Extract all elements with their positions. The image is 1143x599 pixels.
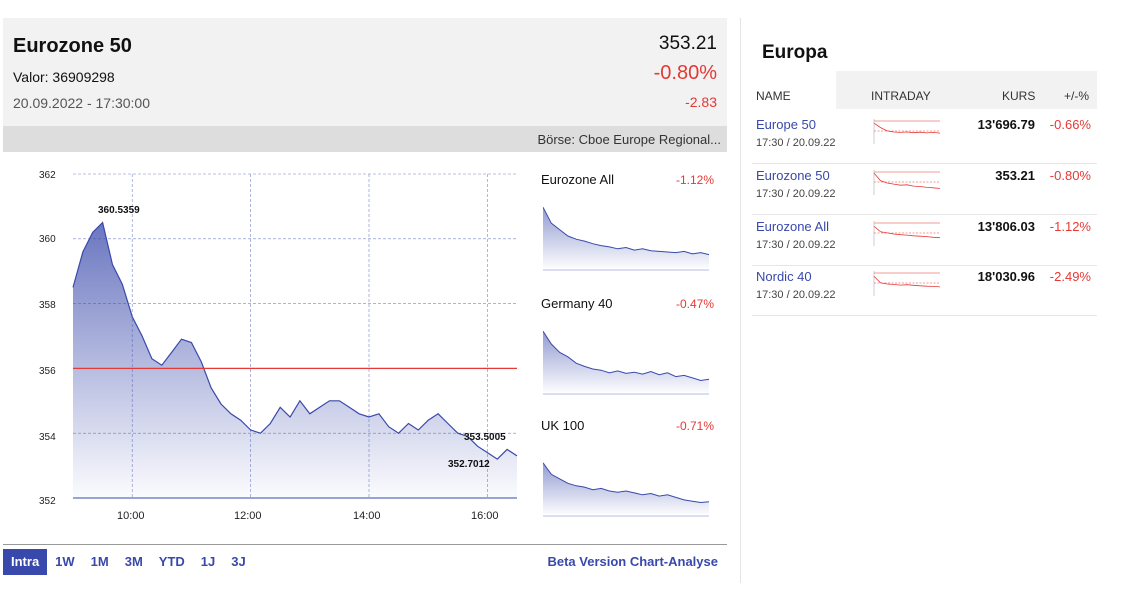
tab-3j[interactable]: 3J xyxy=(231,554,246,569)
mini-sparkline xyxy=(543,330,710,395)
low-value-label: 352.7012 xyxy=(448,459,490,470)
x-tick-label: 12:00 xyxy=(234,510,262,522)
price-line xyxy=(72,221,518,460)
beta-chart-analyse-link[interactable]: Beta Version Chart-Analyse xyxy=(547,554,718,569)
row-time: 17:30 / 20.09.22 xyxy=(756,137,836,149)
tab-1m[interactable]: 1M xyxy=(90,554,109,569)
table-row[interactable]: Eurozone All 17:30 / 20.09.22 13'806.03 … xyxy=(752,215,1097,266)
row-kurs: 13'696.79 xyxy=(977,117,1035,132)
intraday-chart-svg xyxy=(72,173,518,499)
row-pct: -2.49% xyxy=(1049,269,1091,284)
spark-line xyxy=(873,122,941,134)
mini-line xyxy=(543,206,710,256)
y-tick-label: 354 xyxy=(39,432,56,443)
mini-sparkline xyxy=(543,462,710,517)
table-row[interactable]: Europe 50 17:30 / 20.09.22 13'696.79 -0.… xyxy=(752,113,1097,164)
change-absolute: -2.83 xyxy=(685,94,717,110)
close-value-label: 353.5005 xyxy=(464,432,506,443)
mini-chart-pct: -0.71% xyxy=(676,419,715,433)
row-pct: -0.80% xyxy=(1049,168,1091,183)
chart-footer-divider xyxy=(3,544,727,545)
row-name-link[interactable]: Eurozone 50 xyxy=(756,168,830,183)
last-price: 353.21 xyxy=(658,33,717,54)
y-tick-label: 362 xyxy=(39,170,56,181)
y-tick-label: 360 xyxy=(39,234,56,245)
tab-intra[interactable]: Intra xyxy=(3,549,48,575)
column-header-pct: +/-% xyxy=(1064,89,1090,103)
row-sparkline xyxy=(873,271,941,296)
y-tick-label: 356 xyxy=(39,366,56,377)
spark-line xyxy=(873,172,941,189)
column-header-kurs: KURS xyxy=(1002,89,1036,103)
row-time: 17:30 / 20.09.22 xyxy=(756,239,836,251)
row-kurs: 13'806.03 xyxy=(977,219,1035,234)
panel-divider xyxy=(740,18,741,583)
quote-datetime: 20.09.2022 - 17:30:00 xyxy=(13,95,151,111)
row-sparkline xyxy=(873,119,941,144)
column-header-name: NAME xyxy=(756,89,791,103)
tab-3m[interactable]: 3M xyxy=(124,554,143,569)
spark-line xyxy=(873,276,941,288)
table-header: NAME INTRADAY KURS +/-% xyxy=(752,71,1097,109)
table-row[interactable]: Nordic 40 17:30 / 20.09.22 18'030.96 -2.… xyxy=(752,265,1097,316)
mini-area xyxy=(543,331,709,392)
row-pct: -0.66% xyxy=(1049,117,1091,132)
column-header-intraday: INTRADAY xyxy=(871,89,931,103)
mini-chart-title: Germany 40 xyxy=(541,296,613,311)
x-tick-label: 16:00 xyxy=(471,510,499,522)
row-time: 17:30 / 20.09.22 xyxy=(756,188,836,200)
high-value-label: 360.5359 xyxy=(98,205,140,216)
spark-line xyxy=(873,225,941,239)
mini-chart-title: UK 100 xyxy=(541,418,585,433)
row-name-link[interactable]: Europe 50 xyxy=(756,117,816,132)
instrument-title: Eurozone 50 xyxy=(13,35,132,57)
change-percent: -0.80% xyxy=(653,62,717,84)
exchange-bar: Börse: Cboe Europe Regional... xyxy=(3,126,727,152)
intraday-chart[interactable]: 362 360 358 356 354 352 10:00 12:00 14:0… xyxy=(3,158,523,538)
tab-ytd[interactable]: YTD xyxy=(158,554,185,569)
mini-chart-pct: -0.47% xyxy=(676,297,715,311)
row-kurs: 18'030.96 xyxy=(977,269,1035,284)
mini-area xyxy=(543,462,709,514)
row-sparkline xyxy=(873,221,941,246)
valor-number: Valor: 36909298 xyxy=(13,69,115,85)
exchange-label[interactable]: Börse: Cboe Europe Regional... xyxy=(537,132,721,147)
period-tabs: Intra 1W 1M 3M YTD 1J 3J xyxy=(3,549,254,575)
region-title: Europa xyxy=(762,42,828,63)
mini-sparkline xyxy=(543,206,710,271)
row-name-link[interactable]: Eurozone All xyxy=(756,219,829,234)
header-data-cell xyxy=(836,71,1097,109)
tab-1j[interactable]: 1J xyxy=(200,554,216,569)
price-area xyxy=(73,222,517,498)
y-tick-label: 352 xyxy=(39,496,56,507)
mini-line xyxy=(543,330,710,382)
x-tick-label: 14:00 xyxy=(353,510,381,522)
quote-header: Eurozone 50 Valor: 36909298 20.09.2022 -… xyxy=(3,18,727,126)
mini-area xyxy=(543,207,709,268)
chart-panel: Eurozone 50 Valor: 36909298 20.09.2022 -… xyxy=(0,18,730,584)
table-row[interactable]: Eurozone 50 17:30 / 20.09.22 353.21 -0.8… xyxy=(752,164,1097,215)
mini-chart-title: Eurozone All xyxy=(541,172,614,187)
europa-panel: Europa NAME INTRADAY KURS +/-% Europe 50… xyxy=(752,0,1102,599)
row-name-link[interactable]: Nordic 40 xyxy=(756,269,812,284)
mini-line xyxy=(543,462,710,504)
mini-chart-pct: -1.12% xyxy=(676,173,715,187)
tab-1w[interactable]: 1W xyxy=(55,554,75,569)
y-tick-label: 358 xyxy=(39,300,56,311)
row-pct: -1.12% xyxy=(1049,219,1091,234)
row-kurs: 353.21 xyxy=(995,168,1035,183)
row-sparkline xyxy=(873,170,941,195)
header-name-cell xyxy=(752,71,836,109)
x-tick-label: 10:00 xyxy=(117,510,145,522)
row-time: 17:30 / 20.09.22 xyxy=(756,289,836,301)
